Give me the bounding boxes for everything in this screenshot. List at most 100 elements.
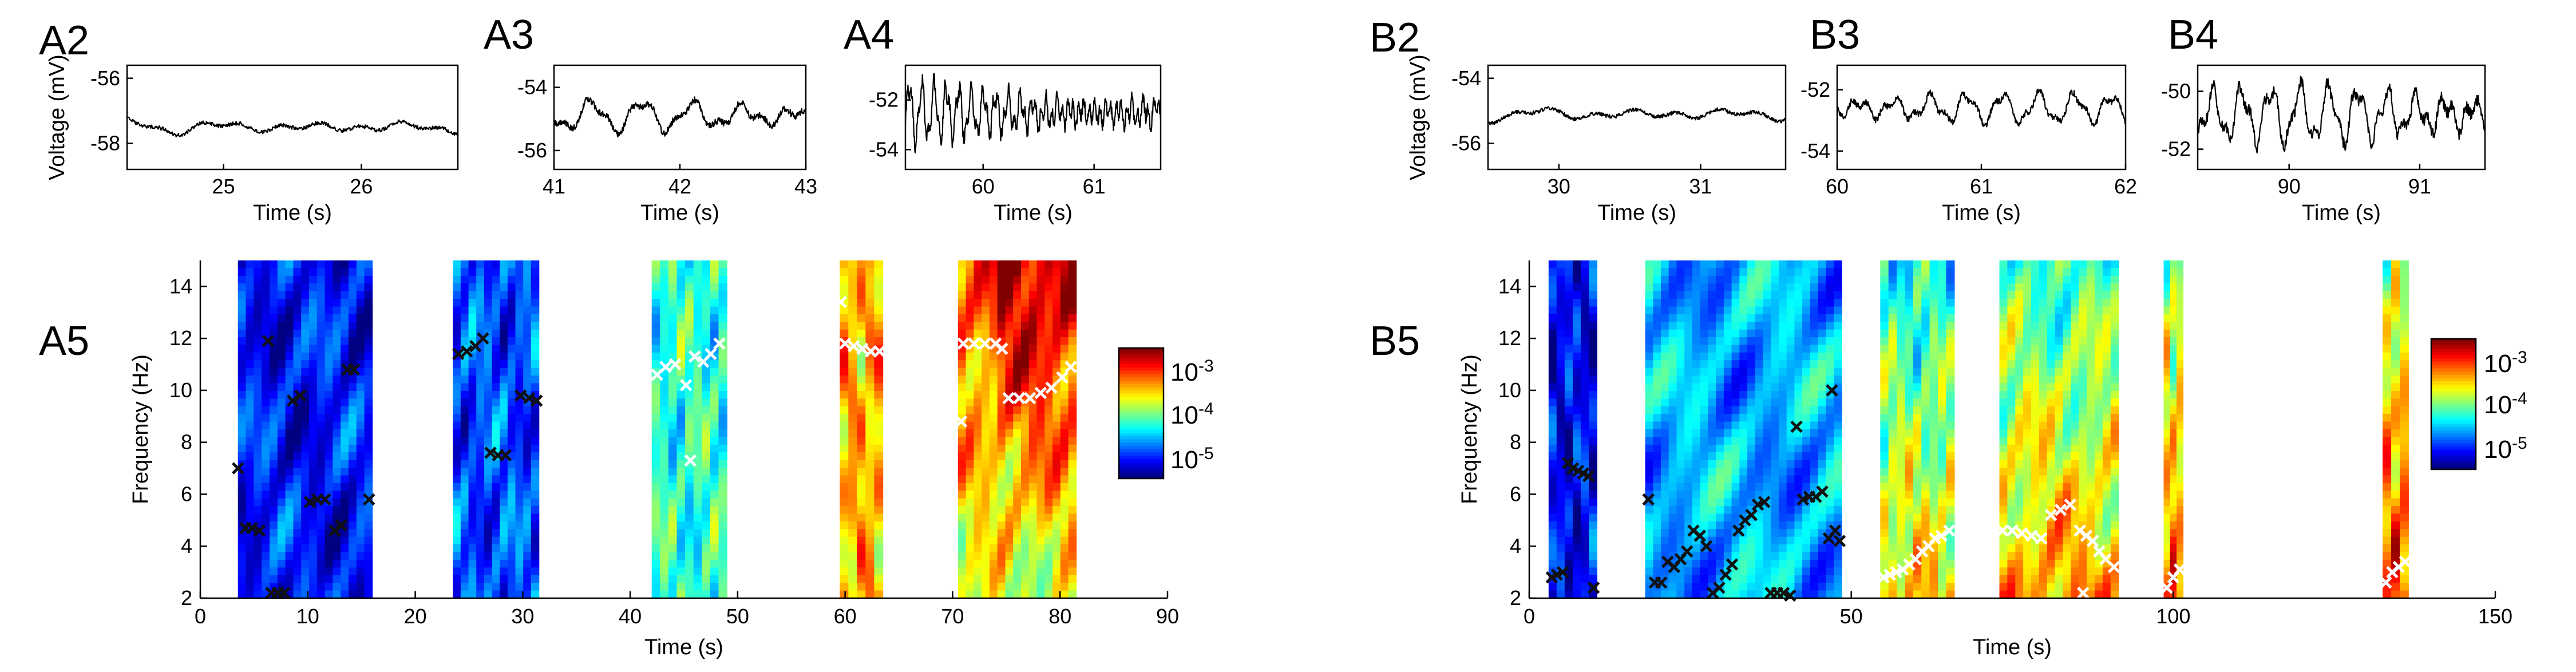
spectrogram-cell <box>1779 322 1787 330</box>
spectrogram-cell <box>1564 429 1573 438</box>
spectrogram-cell <box>356 513 365 522</box>
spectrogram-cell <box>1786 475 1795 484</box>
spectrogram-cell <box>349 275 357 284</box>
spectrogram-cell <box>1036 560 1046 568</box>
spectrogram-cell <box>301 275 310 284</box>
spectrogram-cell <box>1905 360 1914 369</box>
spectrogram-cell <box>1818 475 1827 484</box>
spectrogram-cell <box>1068 383 1077 392</box>
spectrogram-cell <box>1700 391 1709 400</box>
spectrogram-cell <box>2055 329 2064 338</box>
spectrogram-cell <box>965 444 975 453</box>
spectrogram-cell <box>468 391 477 400</box>
spectrogram-cell <box>2087 444 2095 453</box>
spectrogram-cell <box>285 513 294 522</box>
spectrogram-cell <box>1999 498 2008 507</box>
spectrogram-cell <box>1946 283 1955 292</box>
spectrogram-cell <box>1731 452 1740 461</box>
spectrogram-cell <box>1653 460 1661 468</box>
spectrogram-cell <box>1036 552 1046 560</box>
spectrogram-cell <box>1763 444 1771 453</box>
spectrogram-cell <box>1036 406 1046 414</box>
spectrogram-cell <box>1060 322 1069 330</box>
spectrogram-cell <box>660 567 669 576</box>
spectrogram-cell <box>293 590 302 599</box>
spectrogram-cell <box>1676 468 1685 476</box>
spectrogram-cell <box>2063 322 2072 330</box>
spectrogram-cell <box>2023 506 2032 515</box>
spectrogram-cell <box>523 360 532 369</box>
spectrogram-cell <box>1668 299 1677 307</box>
spectrogram-cell <box>2095 337 2103 346</box>
spectrogram-cell <box>1653 275 1661 284</box>
spectrogram-cell <box>1052 345 1061 353</box>
spectrogram-cell <box>1013 521 1022 530</box>
spectrogram-cell <box>468 367 477 376</box>
spectrogram-cell <box>1747 306 1756 315</box>
spectrogram-cell <box>1786 329 1795 338</box>
spectrogram-cell <box>1929 291 1938 299</box>
spectrogram-cell <box>1645 429 1654 438</box>
spectrogram-cell <box>492 429 501 438</box>
spectrogram-cell <box>702 483 711 492</box>
spectrogram-cell <box>997 275 1006 284</box>
spectrogram-cell <box>515 529 524 537</box>
spectrogram-cell <box>1779 391 1787 400</box>
spectrogram-cell <box>660 306 669 315</box>
spectrogram-cell <box>710 460 719 468</box>
spectrogram-cell <box>1802 583 1811 591</box>
spectrogram-cell <box>333 513 341 522</box>
spectrogram-cell <box>1028 322 1038 330</box>
spectrogram-cell <box>2015 367 2024 376</box>
spectrogram-cell <box>660 536 669 545</box>
spectrogram-cell <box>668 521 678 530</box>
spectrogram-cell <box>2047 260 2056 269</box>
spectrogram-cell <box>668 536 678 545</box>
spectrogram-cell <box>254 314 262 323</box>
spectrogram-cell <box>270 567 278 576</box>
spectrogram-cell <box>1999 367 2008 376</box>
spectrogram-cell <box>840 260 849 269</box>
spectrogram-cell <box>1653 421 1661 430</box>
spectrogram-cell <box>2079 444 2087 453</box>
spectrogram-cell <box>1573 391 1581 400</box>
spectrogram-cell <box>523 567 532 576</box>
spectrogram-cell <box>341 513 349 522</box>
spectrogram-cell <box>1645 437 1654 445</box>
spectrogram-cell <box>1060 513 1069 522</box>
spectrogram-cell <box>1771 260 1779 269</box>
spectrogram-cell <box>277 552 286 560</box>
x-tick-label: 30 <box>1548 175 1570 198</box>
spectrogram-cell <box>702 475 711 484</box>
spectrogram-cell <box>1747 322 1756 330</box>
spectrogram-cell <box>676 406 686 414</box>
spectrogram-cell <box>1645 590 1654 599</box>
spectrogram-cell <box>660 299 669 307</box>
spectrogram-cell <box>2023 275 2032 284</box>
spectrogram-cell <box>1028 360 1038 369</box>
peak-marker-black <box>319 493 331 506</box>
spectrogram-cell <box>660 575 669 583</box>
spectrogram-cell <box>685 345 694 353</box>
spectrogram-cell <box>1755 429 1764 438</box>
spectrogram-cell <box>1060 491 1069 499</box>
spectrogram-cell <box>718 575 727 583</box>
spectrogram-cell <box>1692 391 1701 400</box>
spectrogram-cell <box>2023 306 2032 315</box>
spectrogram-cell <box>1068 483 1077 492</box>
spectrogram-cell <box>668 437 678 445</box>
spectrogram-cell <box>1700 337 1709 346</box>
spectrogram-cell <box>1905 268 1914 276</box>
spectrogram-cell <box>676 421 686 430</box>
spectrogram-cell <box>333 345 341 353</box>
spectrogram-cell <box>468 583 477 591</box>
spectrogram-cell <box>460 322 469 330</box>
spectrogram-cell <box>660 283 669 292</box>
spectrogram-cell <box>2039 414 2048 422</box>
spectrogram-cell <box>1834 452 1842 461</box>
spectrogram-cell <box>1888 260 1897 269</box>
spectrogram-cell <box>1013 536 1022 545</box>
spectrogram-cell <box>1946 483 1955 492</box>
spectrogram-cell <box>1771 367 1779 376</box>
spectrogram-cell <box>1771 536 1779 545</box>
